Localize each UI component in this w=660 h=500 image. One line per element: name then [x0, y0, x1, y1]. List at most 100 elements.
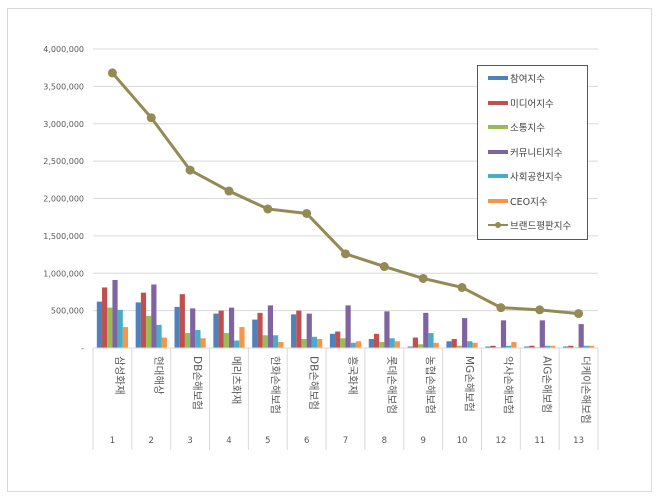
bar — [539, 320, 545, 348]
category-label: AIG손해보험 — [541, 356, 554, 413]
bar — [267, 305, 274, 348]
category-label: MG손해보험 — [463, 356, 476, 412]
bar — [340, 338, 346, 348]
bar — [544, 345, 551, 348]
bar — [428, 333, 434, 348]
y-tick-label: 4,000,000 — [43, 45, 84, 54]
y-tick-label: 2,500,000 — [43, 157, 84, 166]
line-marker — [535, 305, 545, 315]
line-marker — [457, 282, 467, 292]
legend-label: 참여지수 — [510, 74, 545, 85]
chart-legend: 참여지수 미디어지수 소통지수 커뮤니티지수 사회공헌지수 CEO지수 브랜드평판지수 — [477, 65, 588, 240]
bar — [412, 337, 418, 348]
legend-item: CEO지수 — [488, 194, 548, 208]
bar — [550, 345, 556, 348]
bar — [423, 312, 429, 348]
category-label: DB손해보험 — [308, 356, 321, 410]
category-rank: 12 — [495, 436, 506, 446]
category-label: 흥국화재 — [347, 356, 360, 395]
bar — [329, 333, 336, 348]
bar — [291, 314, 297, 348]
legend-label: 소통지수 — [510, 123, 545, 134]
bar — [379, 342, 385, 348]
bar — [472, 342, 478, 348]
bar — [161, 337, 167, 348]
legend-swatch-icon — [488, 174, 508, 178]
y-axis: - 500,000 1,000,000 1,500,000 2,000,000 2,500… — [43, 45, 84, 353]
bar — [562, 346, 569, 348]
legend-label: 브랜드평판지수 — [510, 221, 572, 232]
bar — [394, 341, 400, 348]
bar — [179, 294, 185, 348]
bar — [407, 346, 413, 348]
bar — [355, 341, 362, 348]
bar — [117, 309, 123, 348]
y-tick-label: 1,000,000 — [43, 269, 84, 278]
line-marker — [496, 303, 506, 313]
bar — [107, 307, 113, 348]
bar — [228, 307, 235, 348]
bar — [467, 341, 473, 348]
category-rank: 4 — [226, 436, 231, 446]
bar — [511, 342, 517, 348]
bar — [583, 345, 589, 348]
legend-swatch-icon — [488, 125, 508, 129]
category-label: 삼성화재 — [113, 356, 125, 395]
category-rank: 10 — [457, 436, 468, 446]
bar — [273, 335, 279, 348]
bar — [174, 306, 180, 348]
y-tick-label: 2,000,000 — [43, 195, 84, 204]
bar — [456, 345, 463, 348]
bar — [529, 345, 535, 348]
bar — [262, 335, 268, 348]
bar — [335, 331, 341, 348]
x-axis: 삼성화재 1 현대해상 2 DB손해보험 3 메리츠화재 4 한화손해보험 5 DB손해보험 6 흥국화… — [92, 347, 599, 450]
bar — [433, 342, 439, 348]
legend-label: 커뮤니티지수 — [510, 147, 563, 159]
category-rank: 8 — [382, 436, 387, 446]
legend-swatch-icon — [488, 76, 508, 80]
bar — [389, 338, 395, 348]
bar — [218, 310, 224, 348]
category-rank: 7 — [343, 436, 348, 446]
y-tick-label: 3,000,000 — [43, 120, 84, 129]
bar — [200, 338, 206, 348]
bar — [102, 287, 108, 348]
bar — [524, 346, 530, 348]
legend-label: CEO지수 — [510, 196, 548, 208]
bar — [373, 333, 380, 348]
line-marker — [379, 262, 389, 272]
bar — [234, 340, 240, 348]
bar — [301, 339, 307, 348]
y-tick-label: - — [81, 344, 84, 353]
line-marker — [418, 273, 428, 283]
legend-item: 브랜드평판지수 — [488, 218, 571, 232]
bar — [184, 333, 191, 348]
bar — [156, 324, 162, 348]
bar — [350, 342, 356, 348]
line-series-brand-reputation — [107, 68, 584, 319]
bar — [122, 327, 129, 348]
bar — [213, 313, 219, 348]
legend-line-marker-icon — [488, 222, 508, 228]
legend-item: 소통지수 — [488, 120, 545, 134]
category-label: 더케이손해보험 — [580, 356, 593, 424]
bar — [368, 339, 374, 348]
category-rank: 1 — [110, 436, 115, 446]
bar — [317, 339, 323, 348]
bar — [462, 318, 468, 348]
category-label: 농협손해보험 — [424, 356, 437, 414]
category-label: 한화손해보험 — [269, 356, 282, 414]
bar — [485, 346, 491, 348]
bar — [500, 320, 507, 348]
bar — [311, 336, 318, 348]
bar — [252, 319, 258, 348]
line-marker — [146, 113, 156, 123]
bar — [417, 344, 424, 348]
bar — [239, 327, 245, 348]
bar — [446, 341, 452, 348]
legend-label: 미디어지수 — [510, 98, 554, 110]
bar-series — [96, 279, 595, 348]
bar — [112, 279, 118, 348]
bar — [490, 345, 496, 348]
